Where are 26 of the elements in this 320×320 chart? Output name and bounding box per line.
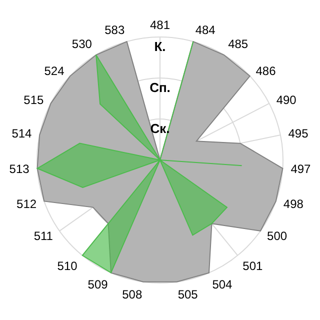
spoke-label: 511 bbox=[34, 228, 54, 243]
spoke-label: 495 bbox=[288, 126, 309, 141]
spoke-label: 583 bbox=[104, 22, 125, 37]
spoke-label: 515 bbox=[24, 92, 44, 107]
spoke-label: 524 bbox=[44, 64, 65, 78]
spoke-label: 514 bbox=[12, 126, 32, 141]
y-tick-label: Ск. bbox=[150, 121, 170, 136]
spoke-label: 513 bbox=[9, 162, 30, 176]
spoke-label: 485 bbox=[228, 37, 248, 52]
spoke-label: 481 bbox=[150, 18, 170, 32]
spoke-label: 497 bbox=[290, 162, 312, 176]
spoke-label: 508 bbox=[122, 287, 142, 302]
spoke-label: 530 bbox=[72, 37, 92, 52]
spoke-label: 512 bbox=[16, 197, 37, 212]
spoke-label: 509 bbox=[88, 278, 108, 292]
spoke-label: 510 bbox=[57, 259, 78, 274]
spoke-label: 501 bbox=[242, 259, 264, 274]
spoke-label: 490 bbox=[276, 92, 297, 107]
spoke-label: 500 bbox=[267, 228, 288, 243]
y-tick-label: Сп. bbox=[150, 80, 170, 95]
spoke-label: 486 bbox=[256, 64, 276, 78]
y-tick-label: К. bbox=[154, 39, 166, 54]
spoke-label: 484 bbox=[195, 22, 216, 37]
spoke-label: 504 bbox=[212, 278, 233, 292]
spoke-label: 498 bbox=[283, 197, 304, 212]
spoke-label: 505 bbox=[178, 287, 198, 302]
